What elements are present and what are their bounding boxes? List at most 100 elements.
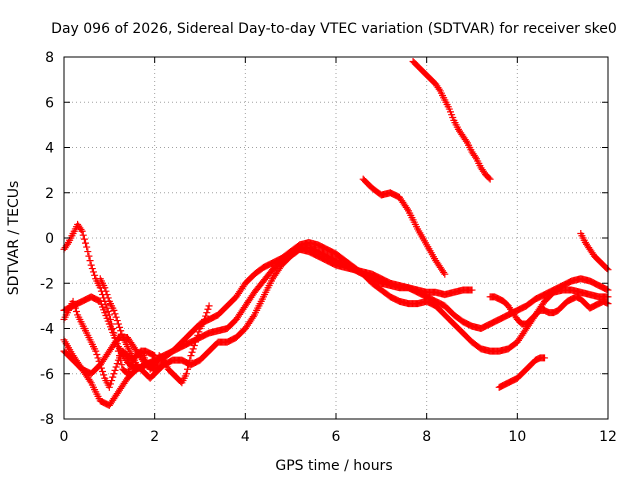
chart-title: Day 096 of 2026, Sidereal Day-to-day VTE… [51, 21, 617, 37]
data-point [71, 304, 79, 312]
data-point [110, 306, 118, 314]
data-point [193, 335, 201, 343]
data-point [471, 153, 479, 161]
series-track-g [359, 175, 449, 278]
x-axis-label: GPS time / hours [275, 458, 392, 474]
data-point [106, 315, 114, 323]
data-point [96, 361, 104, 369]
data-point [188, 348, 196, 356]
y-axis-label: SDTVAR / TECUs [6, 181, 22, 296]
data-point [108, 320, 116, 328]
data-point [110, 370, 118, 378]
data-point [77, 226, 85, 234]
data-point [79, 231, 87, 239]
y-tick-label: 6 [45, 95, 54, 111]
data-point [118, 361, 126, 369]
data-point [87, 261, 95, 269]
data-points [60, 58, 612, 409]
data-point [113, 343, 121, 351]
data-point [195, 328, 203, 336]
data-point [88, 265, 96, 273]
data-point [102, 301, 110, 309]
x-tick-label: 10 [508, 429, 526, 445]
series-track-j [577, 229, 612, 274]
x-tick-label: 6 [332, 429, 341, 445]
axis-ticks: 0 2 4 6 8 10 12 -8 -6 -4 -2 0 2 4 6 8 [40, 50, 617, 445]
series-track-e [60, 297, 159, 391]
series-track-i [495, 354, 549, 391]
data-point [182, 370, 190, 378]
data-point [435, 85, 443, 93]
y-tick-label: -4 [40, 322, 54, 338]
data-point [69, 297, 77, 305]
data-point [118, 330, 126, 338]
data-point [249, 313, 257, 321]
data-point [80, 235, 88, 243]
data-point [113, 360, 121, 368]
data-point [99, 367, 107, 375]
data-point [78, 227, 86, 235]
data-point [187, 352, 195, 360]
data-point [103, 291, 111, 299]
data-point [93, 351, 101, 359]
y-tick-label: 8 [45, 50, 54, 66]
data-point [84, 248, 92, 256]
y-tick-label: 0 [45, 231, 54, 247]
data-point [184, 365, 192, 373]
x-tick-label: 8 [422, 429, 431, 445]
data-point [106, 380, 114, 388]
data-point [468, 286, 476, 294]
data-point [112, 363, 120, 371]
data-point [97, 364, 105, 372]
data-point [204, 305, 212, 313]
data-point [113, 317, 121, 325]
data-point [117, 327, 125, 335]
data-point [89, 268, 97, 276]
data-point [105, 383, 113, 391]
data-point [201, 315, 209, 323]
x-tick-label: 12 [599, 429, 617, 445]
data-point [185, 361, 193, 369]
data-point [441, 270, 449, 278]
data-point [85, 252, 93, 260]
x-tick-label: 4 [241, 429, 250, 445]
data-point [603, 265, 611, 273]
data-point [86, 257, 94, 265]
data-point [160, 361, 168, 369]
data-point [104, 294, 112, 302]
data-point [105, 311, 113, 319]
data-point [86, 377, 94, 385]
data-point [111, 334, 119, 342]
data-point [92, 347, 100, 355]
data-point [102, 287, 110, 295]
data-point [104, 308, 112, 316]
data-point [159, 362, 167, 370]
data-point [485, 174, 493, 182]
data-point [462, 137, 470, 145]
data-point [72, 308, 80, 316]
data-point [70, 301, 78, 309]
data-point [202, 312, 210, 320]
series-track-k [486, 293, 612, 328]
data-point [63, 240, 71, 248]
data-point [91, 271, 99, 279]
data-point [486, 175, 494, 183]
data-point [83, 243, 91, 251]
data-point [108, 377, 116, 385]
data-point [191, 338, 199, 346]
series-track-f [96, 275, 168, 382]
data-point [101, 284, 109, 292]
data-point [116, 323, 124, 331]
x-tick-label: 2 [150, 429, 159, 445]
data-point [541, 354, 549, 362]
x-tick-label: 0 [60, 429, 69, 445]
data-point [110, 329, 118, 337]
data-point [114, 320, 122, 328]
data-point [94, 354, 102, 362]
data-point [111, 366, 119, 374]
data-point [151, 352, 159, 360]
data-point [112, 313, 120, 321]
series-track-h [409, 58, 494, 183]
y-tick-label: -6 [40, 367, 54, 383]
